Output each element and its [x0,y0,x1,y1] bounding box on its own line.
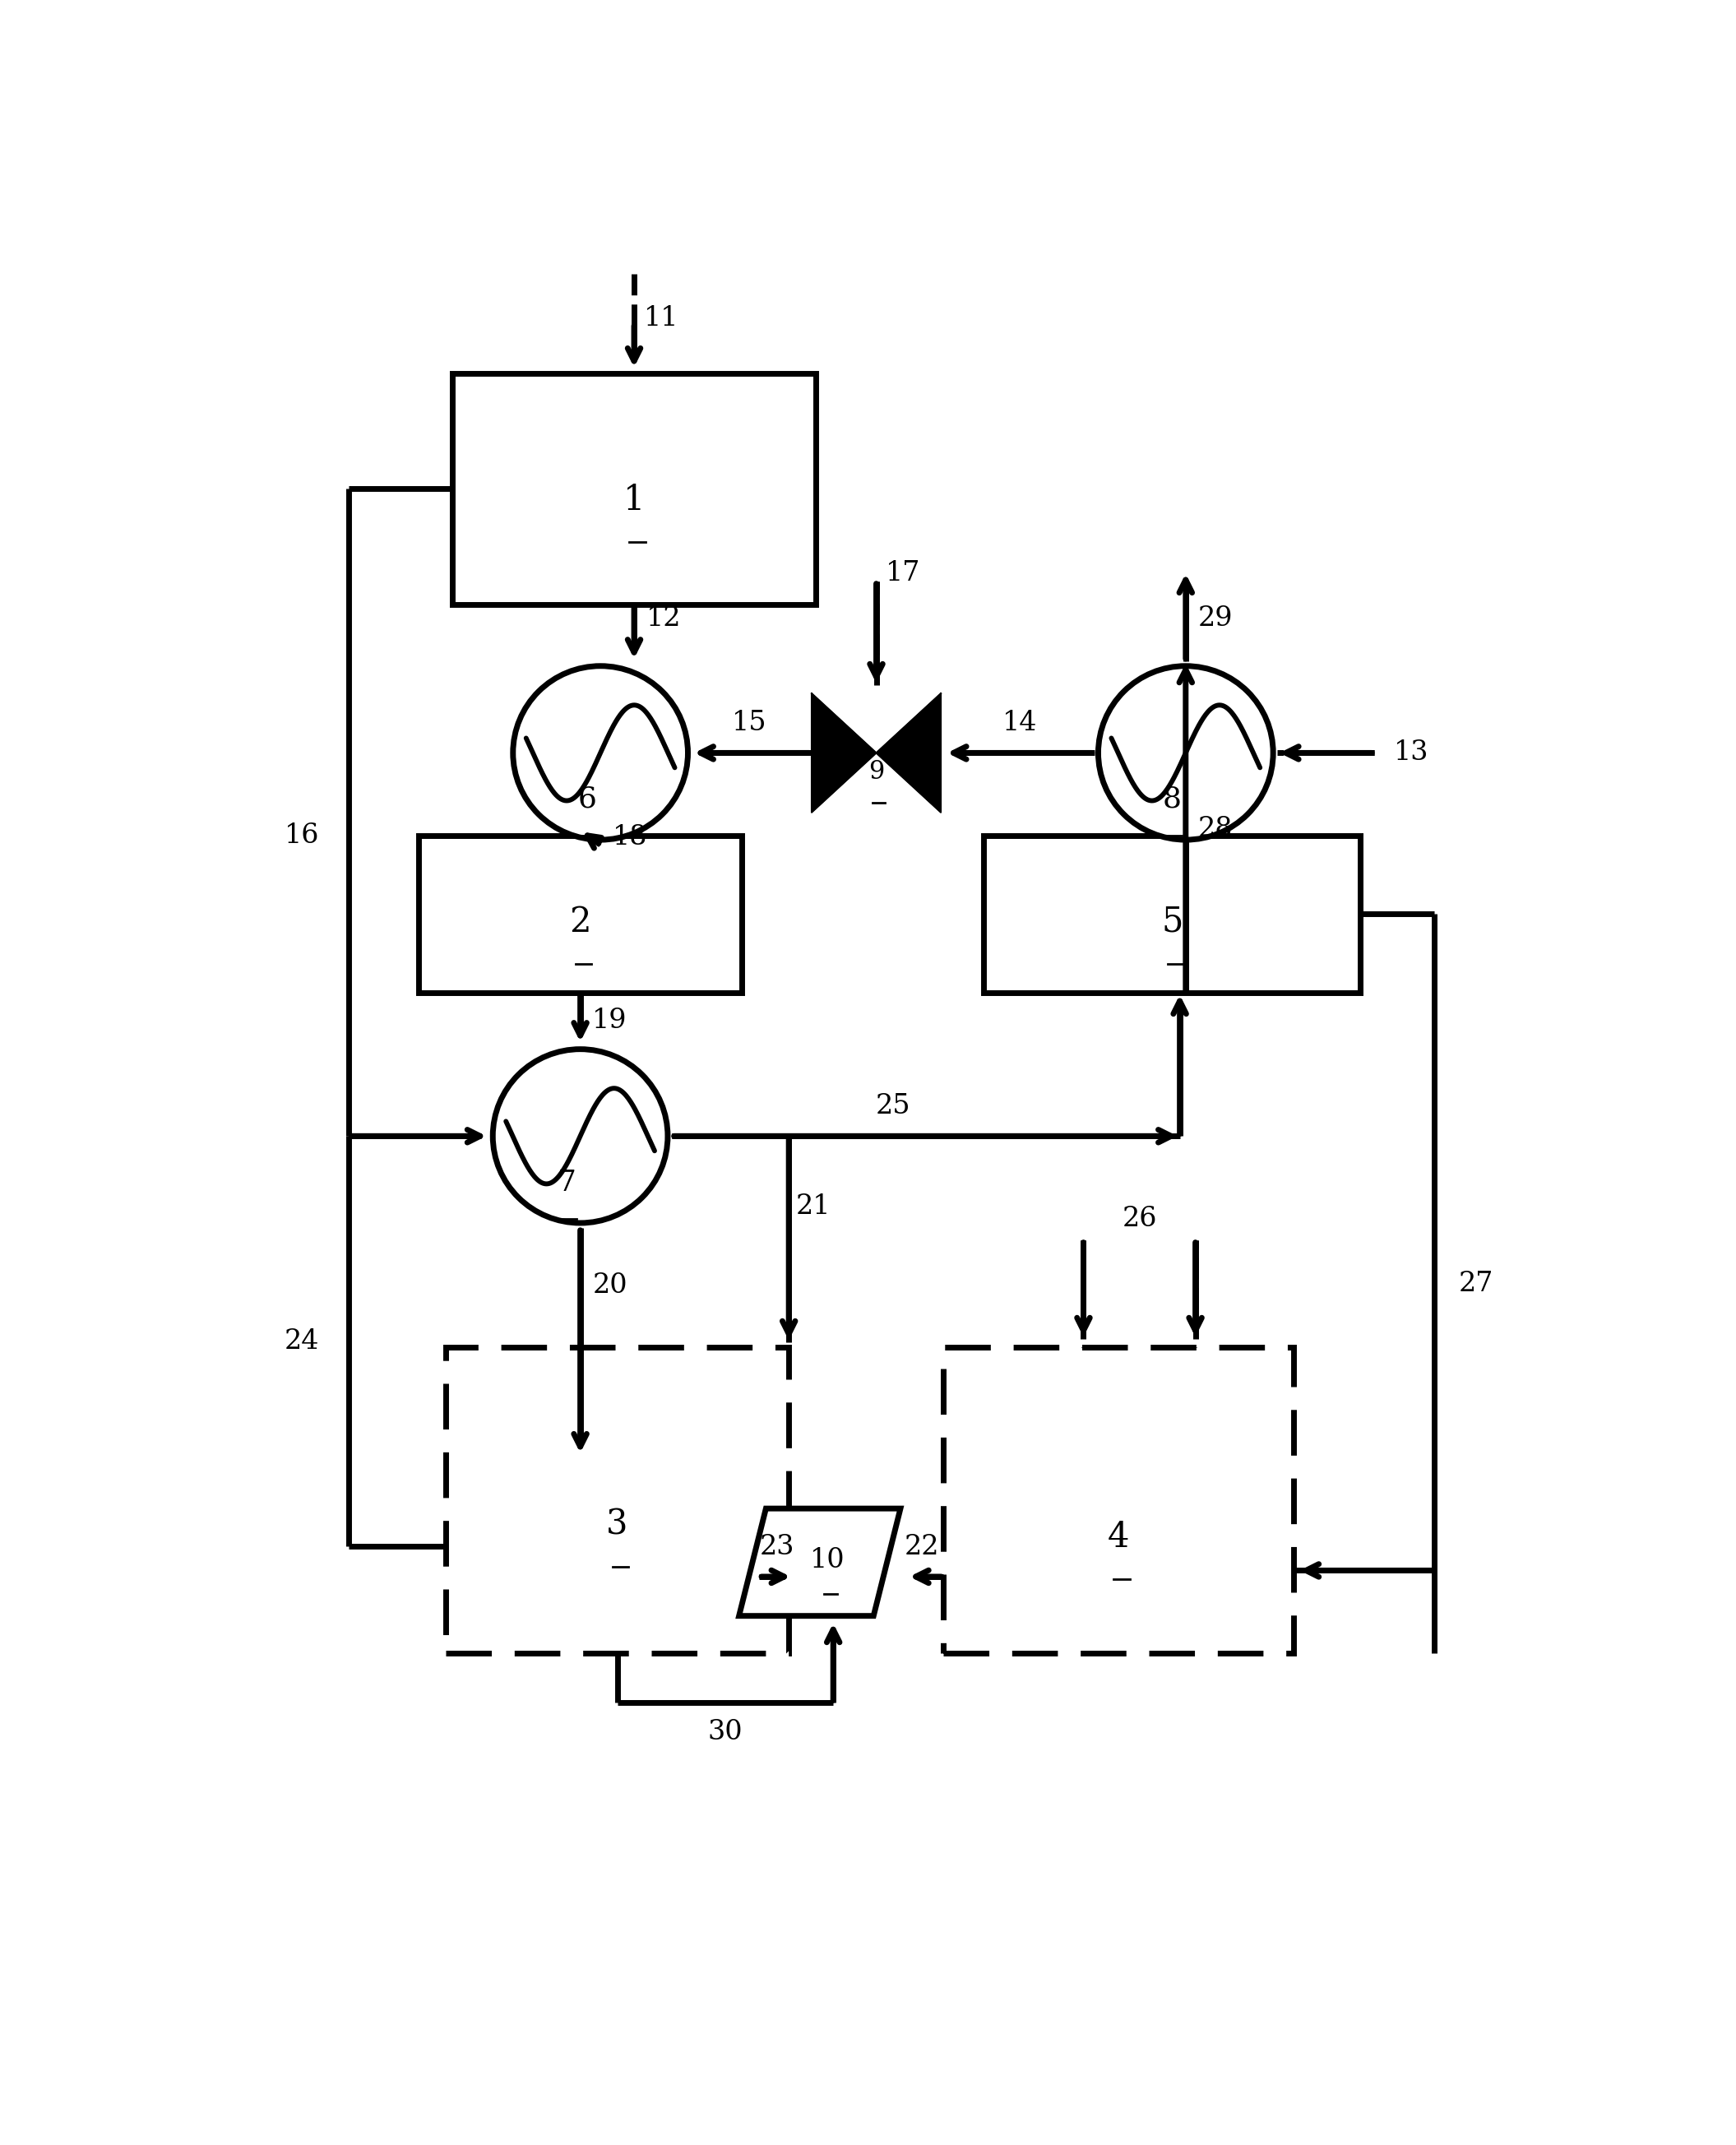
Bar [944,1347,1293,1654]
Text: 20: 20 [592,1272,627,1298]
Text: 17: 17 [885,560,920,586]
Text: 16: 16 [285,822,319,849]
Text: 1: 1 [623,483,644,517]
Bar [418,834,741,993]
Text: 29: 29 [1198,605,1233,633]
Text: 22: 22 [904,1534,939,1559]
Ellipse shape [1099,665,1272,841]
Text: 8: 8 [1163,785,1182,813]
Text: 7: 7 [557,1169,576,1197]
Text: 25: 25 [875,1094,911,1120]
Polygon shape [740,1508,901,1615]
Bar [984,834,1361,993]
Text: 18: 18 [613,824,648,852]
Text: 14: 14 [1002,710,1036,736]
Text: 15: 15 [733,710,767,736]
Text: 26: 26 [1121,1205,1156,1231]
Text: 2: 2 [569,905,592,940]
Text: 19: 19 [592,1008,627,1034]
Ellipse shape [493,1049,668,1223]
Text: 30: 30 [708,1718,743,1746]
Text: 10: 10 [811,1547,845,1574]
Polygon shape [877,693,941,813]
Text: 3: 3 [606,1508,628,1542]
Bar [453,373,816,605]
Polygon shape [812,693,877,813]
Text: 24: 24 [285,1328,319,1353]
Text: 28: 28 [1198,815,1233,843]
Text: 11: 11 [644,305,679,332]
Text: 5: 5 [1161,905,1184,940]
Text: 13: 13 [1394,740,1429,766]
Text: 21: 21 [795,1193,830,1218]
Ellipse shape [514,665,687,841]
Text: 9: 9 [868,759,884,785]
Text: 27: 27 [1458,1270,1493,1296]
Text: 6: 6 [578,785,597,813]
Text: 23: 23 [760,1534,795,1559]
Text: 4: 4 [1108,1519,1130,1555]
Bar [446,1347,788,1654]
Text: 12: 12 [646,605,681,633]
